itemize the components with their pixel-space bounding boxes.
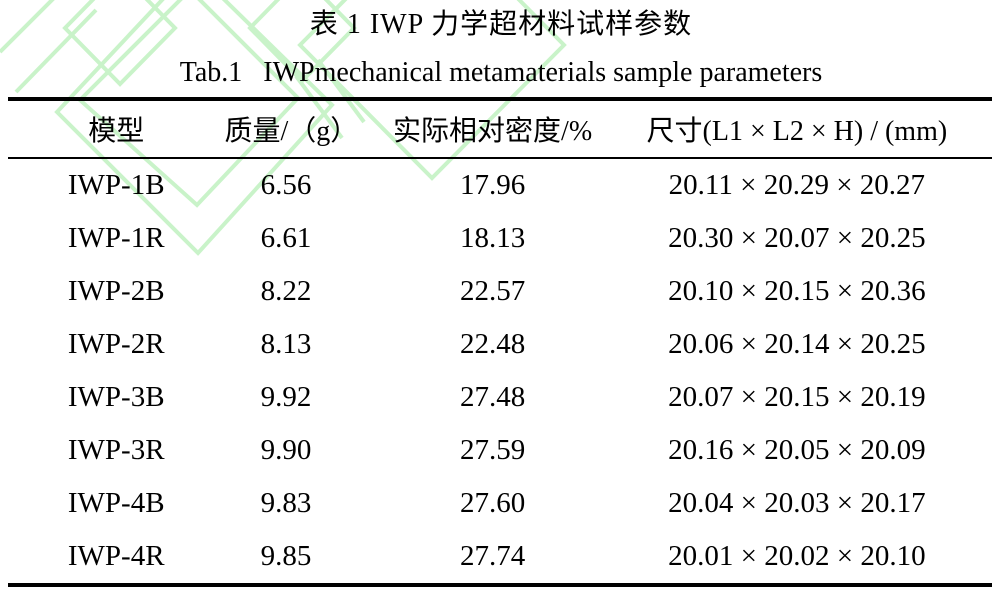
table-row: IWP-1R 6.61 18.13 20.30 × 20.07 × 20.25 bbox=[8, 212, 992, 265]
table-row: IWP-1B 6.56 17.96 20.11 × 20.29 × 20.27 bbox=[8, 158, 992, 212]
cell-density: 17.96 bbox=[459, 169, 526, 201]
table-row: IWP-2R 8.13 22.48 20.06 × 20.14 × 20.25 bbox=[8, 318, 992, 371]
watermark-diamond-outline bbox=[247, 0, 357, 84]
cell-mass: 9.85 bbox=[260, 540, 312, 572]
cell-model: IWP-2B bbox=[67, 275, 165, 307]
table-row: IWP-2B 8.22 22.57 20.10 × 20.15 × 20.36 bbox=[8, 265, 992, 318]
cell-size: 20.10 × 20.15 × 20.36 bbox=[668, 275, 926, 307]
cell-model: IWP-3R bbox=[67, 434, 165, 466]
cell-mass: 8.13 bbox=[260, 328, 312, 360]
table-row: IWP-3R 9.90 27.59 20.16 × 20.05 × 20.09 bbox=[8, 424, 992, 477]
cell-density: 27.59 bbox=[459, 434, 526, 466]
cell-mass: 9.90 bbox=[260, 434, 312, 466]
cell-density: 27.48 bbox=[459, 381, 526, 413]
table-row: IWP-3B 9.92 27.48 20.07 × 20.15 × 20.19 bbox=[8, 371, 992, 424]
cell-model: IWP-3B bbox=[67, 381, 165, 413]
cell-size: 20.06 × 20.14 × 20.25 bbox=[668, 328, 926, 360]
cell-size: 20.04 × 20.03 × 20.17 bbox=[668, 487, 926, 519]
watermark-line bbox=[14, 8, 98, 94]
cell-mass: 6.61 bbox=[260, 222, 312, 254]
cell-mass: 8.22 bbox=[260, 275, 312, 307]
cell-model: IWP-4R bbox=[67, 540, 165, 572]
col-header-mass: 质量/（g） bbox=[224, 99, 358, 159]
table-title-english: Tab.1 IWPmechanical metamaterials sample… bbox=[179, 57, 823, 88]
table-row: IWP-4B 9.83 27.60 20.04 × 20.03 × 20.17 bbox=[8, 477, 992, 530]
col-header-model: 模型 bbox=[8, 99, 225, 159]
cell-model: IWP-1R bbox=[67, 222, 165, 254]
cell-density: 22.48 bbox=[459, 328, 526, 360]
col-header-size: 尺寸(L1 × L2 × H) / (mm) bbox=[637, 99, 992, 159]
col-header-density: 实际相对密度/% bbox=[347, 99, 638, 159]
cell-mass: 9.83 bbox=[260, 487, 312, 519]
cell-size: 20.07 × 20.15 × 20.19 bbox=[668, 381, 926, 413]
table-row: IWP-4R 9.85 27.74 20.01 × 20.02 × 20.10 bbox=[8, 530, 992, 585]
cell-size: 20.30 × 20.07 × 20.25 bbox=[668, 222, 926, 254]
cell-model: IWP-4B bbox=[67, 487, 165, 519]
watermark-diamond-outline bbox=[62, 0, 178, 87]
cell-mass: 9.92 bbox=[260, 381, 312, 413]
cell-model: IWP-2R bbox=[67, 328, 165, 360]
table-title-chinese: 表 1 IWP 力学超材料试样参数 bbox=[309, 9, 693, 40]
cell-size: 20.01 × 20.02 × 20.10 bbox=[668, 540, 926, 572]
sample-parameters-table: 模型 质量/（g） 实际相对密度/% 尺寸(L1 × L2 × H) / (mm… bbox=[8, 97, 992, 587]
cell-size: 20.11 × 20.29 × 20.27 bbox=[668, 169, 926, 201]
cell-mass: 6.56 bbox=[260, 169, 312, 201]
watermark-line bbox=[0, 0, 55, 54]
cell-density: 27.74 bbox=[459, 540, 526, 572]
cell-model: IWP-1B bbox=[67, 169, 165, 201]
cell-size: 20.16 × 20.05 × 20.09 bbox=[668, 434, 926, 466]
cell-density: 27.60 bbox=[459, 487, 526, 519]
table-header-row: 模型 质量/（g） 实际相对密度/% 尺寸(L1 × L2 × H) / (mm… bbox=[8, 99, 992, 159]
cell-density: 22.57 bbox=[459, 275, 526, 307]
cell-density: 18.13 bbox=[459, 222, 526, 254]
